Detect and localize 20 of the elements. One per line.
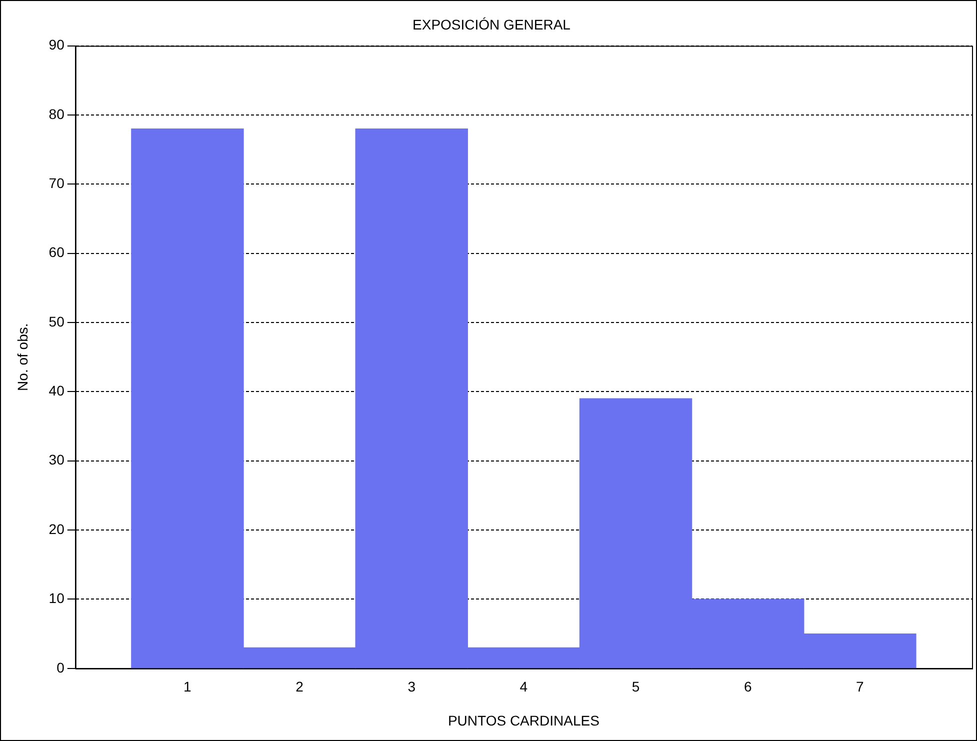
- x-tick-label: 4: [520, 678, 528, 695]
- y-axis-title: No. of obs.: [14, 323, 30, 391]
- y-tick-label: 10: [48, 590, 65, 606]
- y-tick-label: 50: [48, 313, 65, 330]
- x-tick-label: 7: [856, 678, 864, 695]
- y-tick-label: 80: [48, 106, 65, 122]
- y-tick-label: 90: [48, 36, 65, 53]
- y-tick-label: 70: [48, 175, 65, 192]
- y-tick-label: 60: [48, 244, 65, 260]
- y-tick-label: 0: [56, 659, 65, 676]
- y-tick-label: 40: [48, 382, 65, 399]
- x-tick-label: 5: [632, 678, 640, 695]
- y-tick-label: 30: [48, 452, 65, 468]
- x-axis-title: PUNTOS CARDINALES: [448, 712, 600, 728]
- x-tick-label: 2: [296, 678, 304, 695]
- x-tick-label: 6: [744, 678, 752, 695]
- x-tick-label: 3: [408, 678, 416, 695]
- y-tick-label: 20: [48, 520, 65, 537]
- chart-title: EXPOSICIÓN GENERAL: [412, 16, 571, 32]
- x-tick-label: 1: [184, 678, 192, 695]
